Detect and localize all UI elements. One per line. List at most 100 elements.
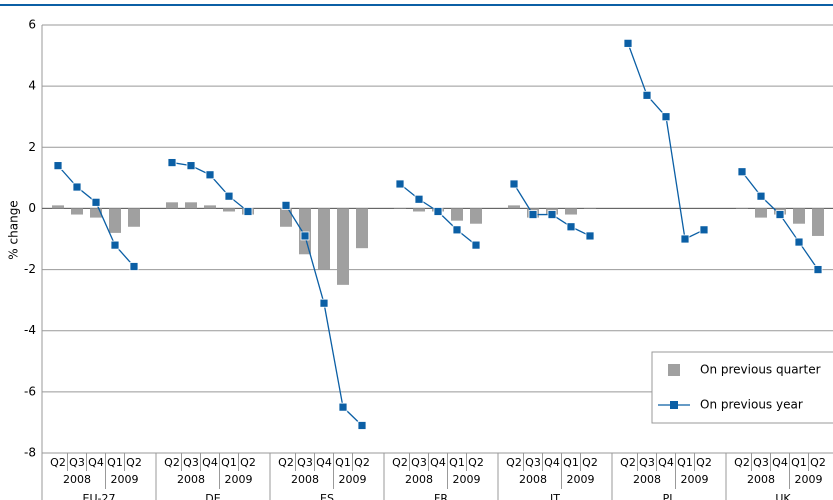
marker (585, 231, 595, 241)
year-label: 2008 (519, 473, 547, 486)
bar (71, 208, 83, 215)
bar (280, 208, 292, 227)
y-tick-label: 6 (28, 18, 36, 32)
bar (223, 208, 235, 212)
quarter-label: Q3 (525, 456, 541, 469)
bar (52, 205, 64, 209)
marker (642, 90, 652, 100)
legend-label: On previous quarter (700, 363, 821, 377)
marker (319, 298, 329, 308)
quarter-label: Q4 (430, 456, 446, 469)
quarter-label: Q4 (316, 456, 332, 469)
marker (509, 179, 519, 189)
marker (547, 210, 557, 219)
year-label: 2009 (111, 473, 139, 486)
marker (813, 265, 823, 274)
year-label: 2008 (633, 473, 661, 486)
group-label: EU-27 (83, 492, 116, 500)
year-label: 2008 (405, 473, 433, 486)
marker (794, 237, 804, 247)
quarter-label: Q2 (240, 456, 256, 469)
group-label: UK (775, 492, 791, 500)
y-tick-label: -8 (24, 446, 36, 460)
bar (451, 208, 463, 221)
bar (812, 208, 824, 236)
marker (471, 240, 481, 250)
quarter-label: Q3 (297, 456, 313, 469)
quarter-label: Q2 (164, 456, 180, 469)
quarter-label: Q4 (544, 456, 560, 469)
marker (775, 210, 785, 219)
marker (129, 262, 139, 271)
marker (737, 167, 747, 177)
quarter-label: Q1 (449, 456, 465, 469)
bar (204, 205, 216, 209)
line (627, 43, 705, 240)
y-tick-label: -6 (24, 384, 36, 398)
quarter-label: Q3 (183, 456, 199, 469)
marker (110, 240, 120, 250)
year-label: 2009 (567, 473, 595, 486)
bar (413, 208, 425, 212)
quarter-label: Q2 (50, 456, 66, 469)
year-label: 2008 (747, 473, 775, 486)
quarter-label: Q2 (734, 456, 750, 469)
marker (53, 161, 63, 171)
bar (356, 208, 368, 249)
marker (357, 421, 367, 430)
quarter-label: Q4 (88, 456, 104, 469)
bar (755, 208, 767, 218)
marker (699, 225, 709, 235)
quarter-label: Q4 (658, 456, 674, 469)
legend-swatch (668, 364, 680, 376)
bar (584, 208, 596, 209)
y-axis-label: % change (7, 200, 21, 259)
bar (128, 208, 140, 227)
line (171, 161, 249, 212)
quarter-label: Q3 (639, 456, 655, 469)
marker (528, 210, 538, 219)
quarter-label: Q2 (810, 456, 826, 469)
bar (90, 208, 102, 218)
legend-box (651, 351, 833, 424)
year-label: 2009 (795, 473, 823, 486)
marker (433, 207, 443, 216)
group-label: IT (550, 492, 560, 500)
quarter-label: Q2 (126, 456, 142, 469)
y-tick-label: 0 (28, 201, 36, 215)
legend-marker (670, 401, 678, 409)
quarter-label: Q2 (620, 456, 636, 469)
quarter-label: Q2 (582, 456, 598, 469)
quarter-label: Q4 (772, 456, 788, 469)
quarter-label: Q2 (696, 456, 712, 469)
bar (394, 208, 406, 209)
quarter-label: Q2 (354, 456, 370, 469)
legend-label: On previous year (700, 398, 803, 412)
year-label: 2008 (291, 473, 319, 486)
quarter-label: Q2 (392, 456, 408, 469)
quarter-label: Q3 (753, 456, 769, 469)
bar (565, 208, 577, 215)
quarter-label: Q3 (411, 456, 427, 469)
marker (680, 234, 690, 244)
quarter-label: Q3 (69, 456, 85, 469)
bar (299, 208, 311, 255)
year-label: 2009 (453, 473, 481, 486)
bar (166, 202, 178, 209)
marker (205, 170, 215, 180)
year-label: 2009 (681, 473, 709, 486)
quarter-label: Q1 (107, 456, 123, 469)
marker (395, 179, 405, 189)
bar (736, 208, 748, 209)
quarter-label: Q1 (221, 456, 237, 469)
marker (756, 191, 766, 201)
quarter-label: Q4 (202, 456, 218, 469)
bar (470, 208, 482, 224)
marker (623, 38, 633, 48)
quarter-label: Q1 (335, 456, 351, 469)
y-tick-label: -2 (24, 262, 36, 276)
marker (566, 222, 576, 232)
bar (318, 208, 330, 270)
group-label: ES (320, 492, 334, 500)
